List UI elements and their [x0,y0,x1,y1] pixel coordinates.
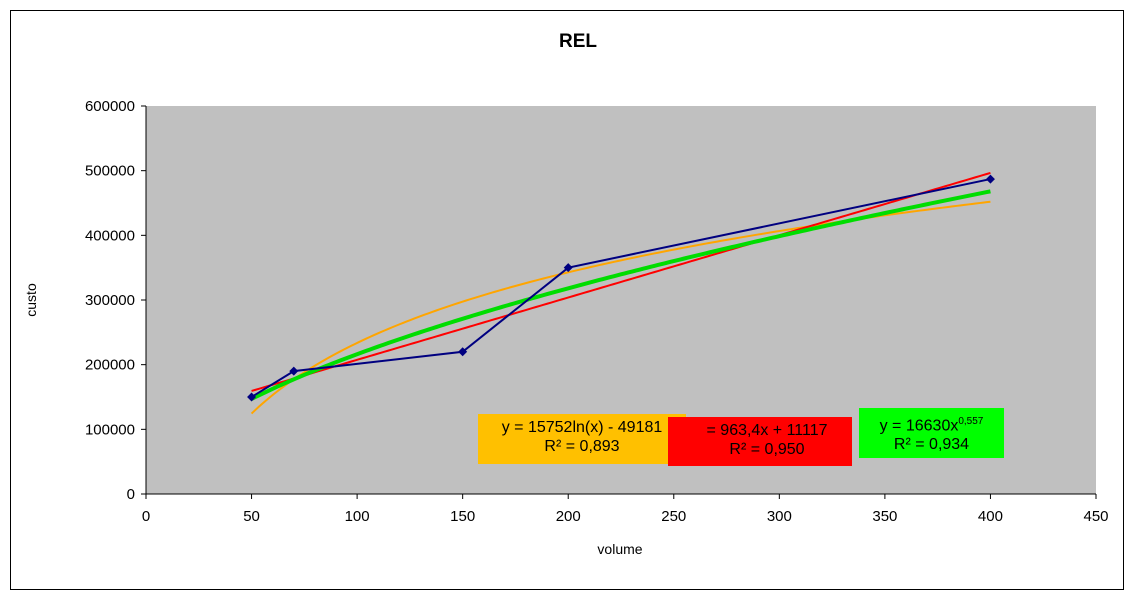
x-axis-label: volume [597,541,642,557]
data-point [289,366,299,376]
y-tick-label: 400000 [85,227,135,244]
x-tick-label: 400 [978,508,1003,525]
log-r2-text: R² = 0,893 [544,438,620,455]
log-equation-text: y = 15752ln(x) - 49181 [501,419,663,436]
linear-trendline [251,171,991,392]
data-point [985,174,995,184]
y-tick-label: 500000 [85,163,135,180]
y-tick-label: 300000 [85,292,135,309]
power-r2-text: R² = 0,934 [893,436,970,454]
linear-equation-text: = 963,4x + 11117 [706,422,828,439]
linear-r2-text: R² = 0,950 [729,441,805,458]
x-tick-label: 350 [872,508,897,525]
data-point [458,347,468,357]
log-trendline-equation: y = 15752ln(x) - 49181 R² = 0,893 [478,414,686,464]
y-tick-label: 600000 [85,98,135,115]
y-tick-label: 100000 [85,421,135,438]
x-tick-label: 100 [345,508,370,525]
power-trendline-equation: y = 16630x0,557 R² = 0,934 [859,408,1004,458]
y-tick-label: 0 [127,486,135,503]
axes: 0 50 100 150 200 250 300 350 400 450 0 100000 200000… [85,98,1109,525]
data-point [247,392,257,402]
power-equation-text: y = 16630x [879,417,959,435]
x-tick-label: 200 [556,508,581,525]
power-trendline [250,189,991,401]
x-tick-label: 0 [142,508,150,525]
y-tick-label: 200000 [85,357,135,374]
linear-trendline-equation: = 963,4x + 11117 R² = 0,950 [668,417,852,466]
power-equation-exponent: 0,557 [958,416,984,427]
data-series [247,174,995,402]
y-axis-label: custo [23,283,39,317]
x-tick-label: 300 [767,508,792,525]
x-tick-label: 450 [1083,508,1108,525]
chart-title: REL [559,31,597,52]
x-tick-label: 250 [661,508,686,525]
x-tick-label: 50 [243,508,260,525]
trendlines [250,171,991,415]
x-tick-label: 150 [450,508,475,525]
data-point [563,263,573,273]
